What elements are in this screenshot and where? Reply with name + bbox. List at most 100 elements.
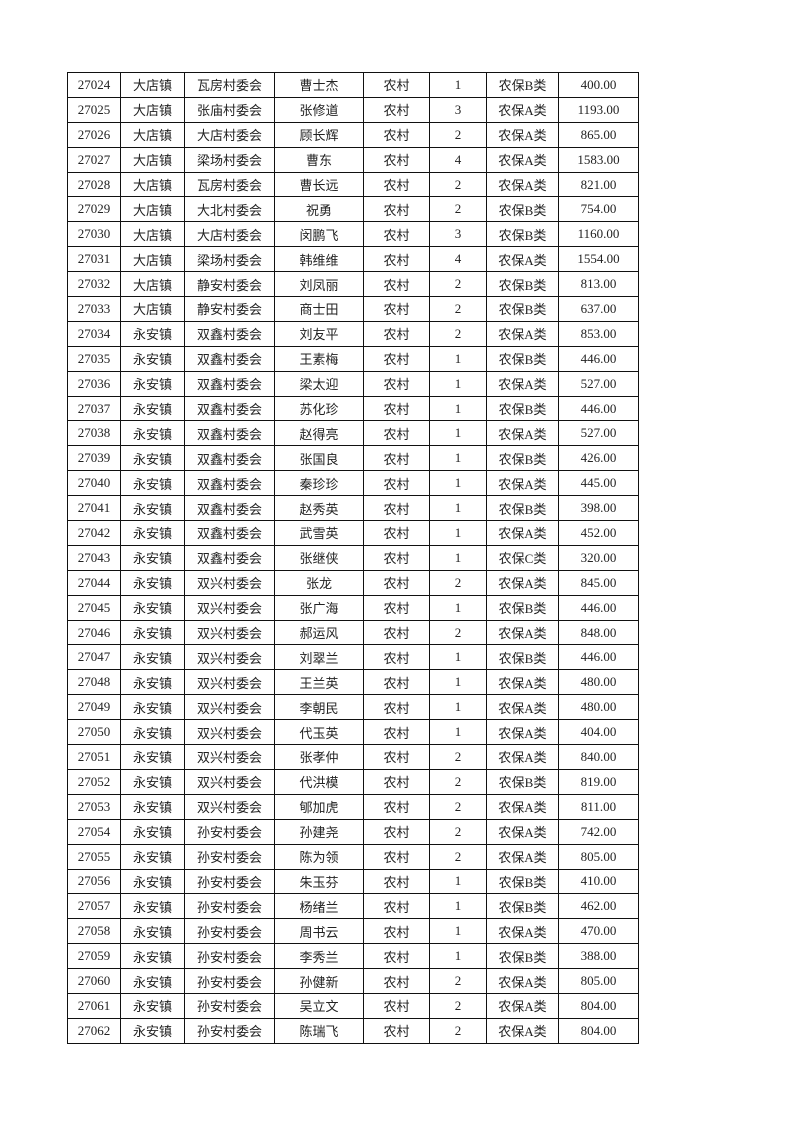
table-row: 27042 永安镇 双鑫村委会 武雪英 农村 1 农保A类 452.00 bbox=[67, 520, 639, 546]
household-type-cell: 农村 bbox=[363, 495, 430, 522]
record-id-cell: 27060 bbox=[67, 968, 121, 994]
family-size-cell: 2 bbox=[429, 271, 487, 298]
table-row: 27027 大店镇 梁场村委会 曹东 农村 4 农保A类 1583.00 bbox=[67, 146, 639, 173]
village-committee-cell: 双鑫村委会 bbox=[184, 470, 275, 497]
record-id-cell: 27040 bbox=[67, 470, 121, 497]
family-size-cell: 1 bbox=[429, 495, 487, 522]
town-cell: 永安镇 bbox=[120, 818, 185, 845]
household-type-cell: 农村 bbox=[363, 719, 430, 746]
insurance-category-cell: 农保B类 bbox=[486, 221, 559, 248]
town-cell: 永安镇 bbox=[120, 968, 185, 994]
household-type-cell: 农村 bbox=[363, 470, 430, 497]
village-committee-cell: 梁场村委会 bbox=[184, 246, 275, 273]
person-name-cell: 代洪模 bbox=[274, 768, 364, 795]
table-row: 27046 永安镇 双兴村委会 郝运风 农村 2 农保A类 848.00 bbox=[67, 619, 639, 646]
family-size-cell: 2 bbox=[429, 818, 487, 845]
village-committee-cell: 孙安村委会 bbox=[184, 893, 275, 920]
family-size-cell: 2 bbox=[429, 744, 487, 770]
record-id-cell: 27057 bbox=[67, 893, 121, 920]
person-name-cell: 赵得亮 bbox=[274, 420, 364, 447]
person-name-cell: 张广海 bbox=[274, 594, 364, 621]
village-committee-cell: 孙安村委会 bbox=[184, 992, 275, 1019]
record-id-cell: 27031 bbox=[67, 246, 121, 273]
village-committee-cell: 双兴村委会 bbox=[184, 768, 275, 795]
record-id-cell: 27043 bbox=[67, 544, 121, 571]
village-committee-cell: 双兴村委会 bbox=[184, 719, 275, 746]
insurance-category-cell: 农保A类 bbox=[486, 793, 559, 820]
table-row: 27029 大店镇 大北村委会 祝勇 农村 2 农保B类 754.00 bbox=[67, 196, 639, 223]
person-name-cell: 顾长辉 bbox=[274, 121, 364, 148]
household-type-cell: 农村 bbox=[363, 520, 430, 546]
family-size-cell: 3 bbox=[429, 96, 487, 123]
amount-cell: 742.00 bbox=[558, 818, 639, 845]
insurance-category-cell: 农保B类 bbox=[486, 345, 559, 372]
household-type-cell: 农村 bbox=[363, 320, 430, 347]
table-row: 27059 永安镇 孙安村委会 李秀兰 农村 1 农保B类 388.00 bbox=[67, 943, 639, 970]
insurance-category-cell: 农保A类 bbox=[486, 694, 559, 721]
amount-cell: 446.00 bbox=[558, 594, 639, 621]
insurance-category-cell: 农保B类 bbox=[486, 768, 559, 795]
town-cell: 大店镇 bbox=[120, 296, 185, 322]
household-type-cell: 农村 bbox=[363, 96, 430, 123]
household-type-cell: 农村 bbox=[363, 893, 430, 920]
household-type-cell: 农村 bbox=[363, 121, 430, 148]
table-row: 27044 永安镇 双兴村委会 张龙 农村 2 农保A类 845.00 bbox=[67, 569, 639, 596]
town-cell: 永安镇 bbox=[120, 719, 185, 746]
town-cell: 大店镇 bbox=[120, 246, 185, 273]
household-type-cell: 农村 bbox=[363, 744, 430, 770]
household-type-cell: 农村 bbox=[363, 569, 430, 596]
table-row: 27033 大店镇 静安村委会 商士田 农村 2 农保B类 637.00 bbox=[67, 296, 639, 322]
village-committee-cell: 孙安村委会 bbox=[184, 943, 275, 970]
person-name-cell: 张修道 bbox=[274, 96, 364, 123]
table-row: 27025 大店镇 张庙村委会 张修道 农村 3 农保A类 1193.00 bbox=[67, 96, 639, 123]
family-size-cell: 1 bbox=[429, 72, 487, 98]
record-id-cell: 27026 bbox=[67, 121, 121, 148]
table-row: 27036 永安镇 双鑫村委会 梁太迎 农村 1 农保A类 527.00 bbox=[67, 370, 639, 397]
household-type-cell: 农村 bbox=[363, 943, 430, 970]
amount-cell: 811.00 bbox=[558, 793, 639, 820]
table-row: 27047 永安镇 双兴村委会 刘翠兰 农村 1 农保B类 446.00 bbox=[67, 644, 639, 671]
amount-cell: 848.00 bbox=[558, 619, 639, 646]
village-committee-cell: 梁场村委会 bbox=[184, 146, 275, 173]
amount-cell: 821.00 bbox=[558, 171, 639, 198]
household-type-cell: 农村 bbox=[363, 445, 430, 472]
insurance-category-cell: 农保A类 bbox=[486, 719, 559, 746]
insurance-category-cell: 农保A类 bbox=[486, 968, 559, 994]
village-committee-cell: 静安村委会 bbox=[184, 296, 275, 322]
person-name-cell: 陈瑞飞 bbox=[274, 1017, 364, 1044]
village-committee-cell: 双兴村委会 bbox=[184, 744, 275, 770]
household-type-cell: 农村 bbox=[363, 644, 430, 671]
insurance-category-cell: 农保B类 bbox=[486, 271, 559, 298]
record-id-cell: 27029 bbox=[67, 196, 121, 223]
village-committee-cell: 双鑫村委会 bbox=[184, 520, 275, 546]
town-cell: 大店镇 bbox=[120, 72, 185, 98]
town-cell: 永安镇 bbox=[120, 470, 185, 497]
insurance-category-cell: 农保A类 bbox=[486, 96, 559, 123]
family-size-cell: 1 bbox=[429, 370, 487, 397]
household-type-cell: 农村 bbox=[363, 594, 430, 621]
person-name-cell: 李朝民 bbox=[274, 694, 364, 721]
table-row: 27050 永安镇 双兴村委会 代玉英 农村 1 农保A类 404.00 bbox=[67, 719, 639, 746]
town-cell: 永安镇 bbox=[120, 868, 185, 895]
amount-cell: 1583.00 bbox=[558, 146, 639, 173]
family-size-cell: 2 bbox=[429, 968, 487, 994]
town-cell: 大店镇 bbox=[120, 221, 185, 248]
amount-cell: 400.00 bbox=[558, 72, 639, 98]
record-id-cell: 27051 bbox=[67, 744, 121, 770]
table-row: 27035 永安镇 双鑫村委会 王素梅 农村 1 农保B类 446.00 bbox=[67, 345, 639, 372]
household-type-cell: 农村 bbox=[363, 694, 430, 721]
person-name-cell: 祝勇 bbox=[274, 196, 364, 223]
person-name-cell: 张龙 bbox=[274, 569, 364, 596]
insurance-category-cell: 农保A类 bbox=[486, 246, 559, 273]
family-size-cell: 2 bbox=[429, 320, 487, 347]
record-id-cell: 27034 bbox=[67, 320, 121, 347]
household-type-cell: 农村 bbox=[363, 818, 430, 845]
family-size-cell: 4 bbox=[429, 146, 487, 173]
household-type-cell: 农村 bbox=[363, 420, 430, 447]
town-cell: 永安镇 bbox=[120, 1017, 185, 1044]
village-committee-cell: 双兴村委会 bbox=[184, 619, 275, 646]
person-name-cell: 闵鹏飞 bbox=[274, 221, 364, 248]
table-body: 27024 大店镇 瓦房村委会 曹士杰 农村 1 农保B类 400.00 27025 大店镇 张庙村… bbox=[67, 72, 639, 1044]
table-row: 27037 永安镇 双鑫村委会 苏化珍 农村 1 农保B类 446.00 bbox=[67, 395, 639, 422]
person-name-cell: 郝运风 bbox=[274, 619, 364, 646]
